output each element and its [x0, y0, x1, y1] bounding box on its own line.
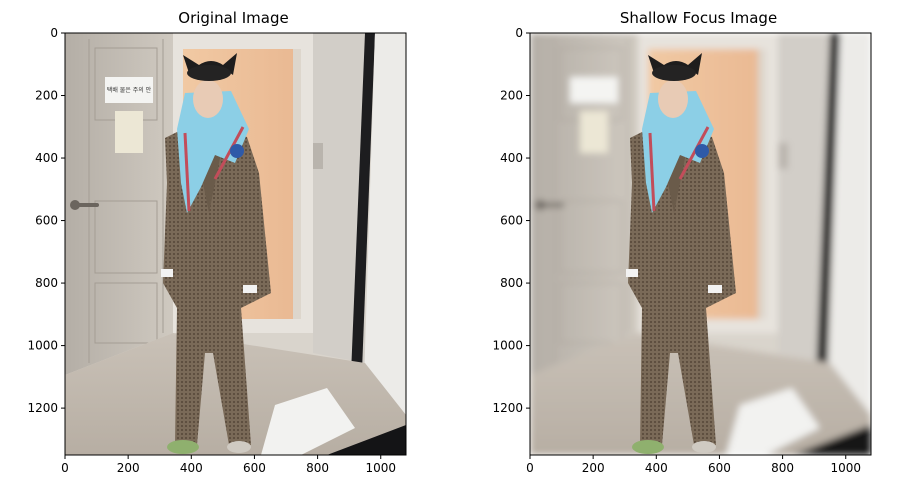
x-tick-label: 800 [771, 461, 794, 475]
shallow-focus-photo [530, 33, 871, 455]
chart-title: Original Image [178, 9, 288, 27]
y-tick-label: 1000 [27, 339, 58, 353]
y-tick-label: 1000 [492, 339, 523, 353]
y-tick-label: 1200 [27, 401, 58, 415]
x-tick-label: 1000 [830, 461, 861, 475]
shallow-focus-image-panel: Shallow Focus Image 0 200 400 600 800 1000 0 2… [492, 9, 872, 475]
x-tick-label: 0 [526, 461, 534, 475]
axes-frame [529, 32, 872, 456]
chart-title: Shallow Focus Image [620, 9, 777, 27]
axes-frame [64, 32, 407, 456]
original-photo: 택배 물은 주의 안 [65, 33, 406, 455]
y-tick-label: 0 [515, 26, 523, 40]
x-axis: 0 200 400 600 800 1000 [61, 455, 396, 475]
x-tick-label: 1000 [365, 461, 396, 475]
y-tick-label: 800 [500, 276, 523, 290]
x-tick-label: 600 [243, 461, 266, 475]
y-tick-label: 0 [50, 26, 58, 40]
y-tick-label: 600 [35, 214, 58, 228]
y-tick-label: 1200 [492, 401, 523, 415]
x-tick-label: 400 [645, 461, 668, 475]
y-axis: 0 200 400 600 800 1000 1200 [27, 26, 65, 415]
x-tick-label: 0 [61, 461, 69, 475]
y-tick-label: 600 [500, 214, 523, 228]
y-tick-label: 800 [35, 276, 58, 290]
y-tick-label: 400 [35, 151, 58, 165]
x-tick-label: 800 [306, 461, 329, 475]
y-tick-label: 400 [500, 151, 523, 165]
x-tick-label: 200 [582, 461, 605, 475]
x-axis: 0 200 400 600 800 1000 [526, 455, 861, 475]
y-axis: 0 200 400 600 800 1000 1200 [492, 26, 530, 415]
y-tick-label: 200 [35, 89, 58, 103]
door-sign-text: 택배 물은 주의 안 [107, 86, 152, 94]
y-tick-label: 200 [500, 89, 523, 103]
x-tick-label: 600 [708, 461, 731, 475]
x-tick-label: 200 [117, 461, 140, 475]
original-image-panel: Original Image 택배 물은 주의 안 0 200 400 600 800 1… [27, 9, 407, 475]
x-tick-label: 400 [180, 461, 203, 475]
